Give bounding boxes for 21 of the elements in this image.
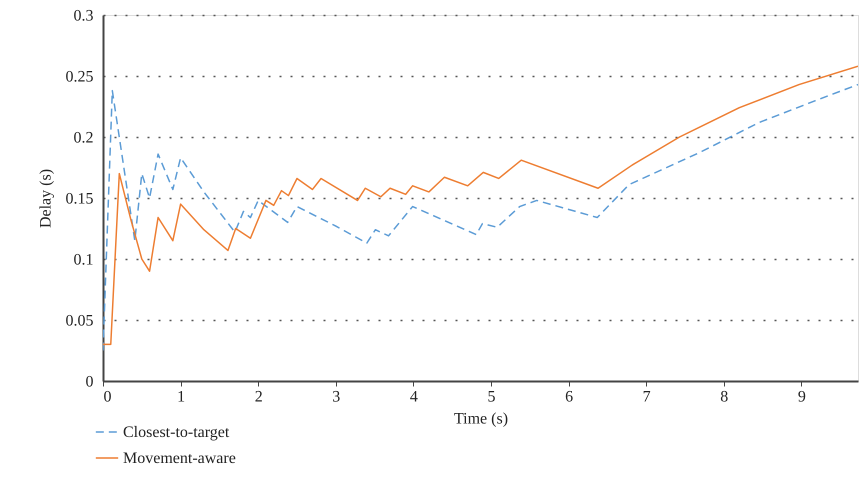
x-tick-label: 9 xyxy=(798,388,806,406)
x-tick-label: 6 xyxy=(565,388,574,406)
y-tick-label: 0.25 xyxy=(66,68,94,86)
y-tick-label: 0.15 xyxy=(66,190,94,208)
x-tick-label: 0 xyxy=(104,388,112,406)
y-tick-label: 0.05 xyxy=(66,312,94,330)
x-tick-label: 8 xyxy=(720,388,728,406)
y-axis-title: Delay (s) xyxy=(38,168,54,228)
legend-label: Movement-aware xyxy=(123,450,236,467)
x-tick-label: 5 xyxy=(487,388,496,406)
y-tick-label: 0.3 xyxy=(74,8,94,24)
x-tick-label: 4 xyxy=(410,388,418,406)
x-tick-label: 2 xyxy=(254,388,263,406)
y-tick-label: 0.1 xyxy=(74,252,94,268)
x-tick-label: 1 xyxy=(177,388,186,406)
x-tick-label: 7 xyxy=(642,388,651,406)
y-tick-label: 0 xyxy=(86,374,94,390)
y-tick-label: 0.2 xyxy=(74,130,94,146)
x-axis-title: Time (s) xyxy=(454,410,508,428)
legend-label: Closest-to-target xyxy=(123,424,230,441)
x-tick-label: 3 xyxy=(332,388,340,406)
